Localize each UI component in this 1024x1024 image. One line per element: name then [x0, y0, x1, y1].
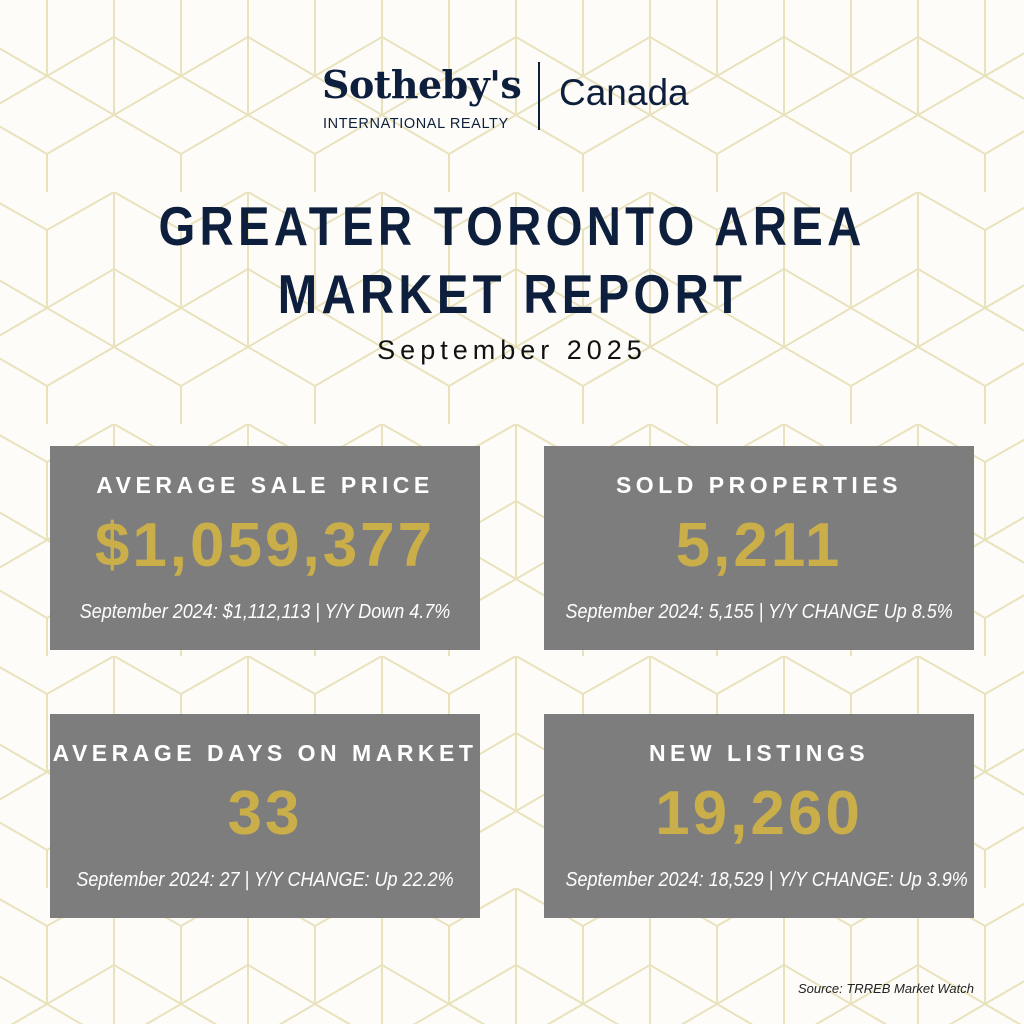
logo-wordmark: Sotheby's	[322, 62, 522, 107]
stat-comparison: September 2024: 27 | Y/Y CHANGE: Up 22.2…	[76, 869, 454, 891]
stat-comparison: September 2024: 5,155 | Y/Y CHANGE Up 8.…	[565, 601, 953, 623]
stat-value: 19,260	[655, 779, 863, 848]
page-title-line1: GREATER TORONTO AREA	[158, 195, 866, 257]
logo-region: Canada	[559, 72, 689, 113]
source-citation: Source: TRREB Market Watch	[797, 981, 974, 996]
report-date: September 2025	[377, 335, 647, 365]
stat-label: AVERAGE DAYS ON MARKET	[52, 740, 478, 766]
stat-label: SOLD PROPERTIES	[615, 472, 903, 498]
stat-card-sold-properties: SOLD PROPERTIES 5,211 September 2024: 5,…	[544, 446, 974, 650]
stat-label: NEW LISTINGS	[648, 740, 870, 766]
stat-comparison: September 2024: $1,112,113 | Y/Y Down 4.…	[79, 601, 451, 623]
stat-value: 5,211	[675, 511, 843, 580]
stat-card-average-days-on-market: AVERAGE DAYS ON MARKET 33 September 2024…	[50, 714, 480, 918]
stat-card-new-listings: NEW LISTINGS 19,260 September 2024: 18,5…	[544, 714, 974, 918]
stat-value: $1,059,377	[94, 511, 436, 580]
sothebys-logo: Sotheby's INTERNATIONAL REALTY Canada	[0, 58, 1024, 138]
page-title-line2: MARKET REPORT	[277, 263, 747, 325]
logo-subline: INTERNATIONAL REALTY	[323, 116, 509, 132]
stat-comparison: September 2024: 18,529 | Y/Y CHANGE: Up …	[565, 869, 968, 891]
stat-value: 33	[227, 779, 303, 848]
stat-label: AVERAGE SALE PRICE	[96, 472, 434, 498]
stat-card-average-sale-price: AVERAGE SALE PRICE $1,059,377 September …	[50, 446, 480, 650]
logo-divider	[538, 62, 540, 130]
